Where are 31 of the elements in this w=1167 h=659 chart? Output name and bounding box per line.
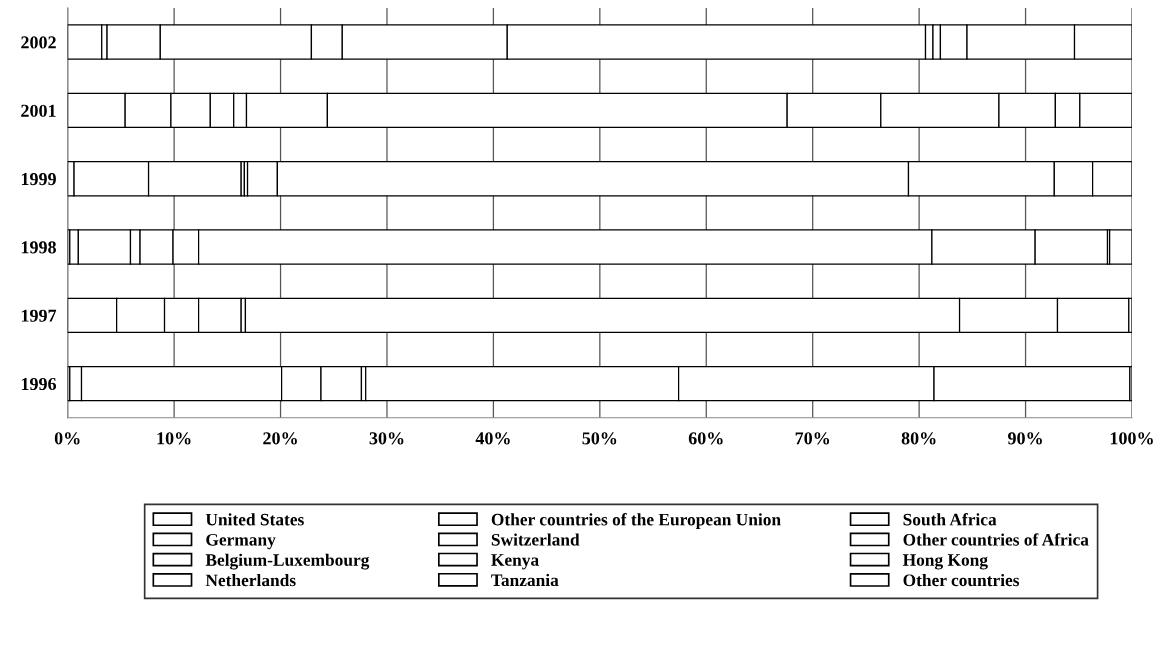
- x-tick-label: 80%: [901, 432, 936, 445]
- legend-label: Tanzania: [491, 573, 559, 587]
- y-tick-label: 2001: [21, 104, 56, 117]
- x-tick-label: 40%: [475, 432, 510, 445]
- legend-label: Other countries of the European Union: [491, 513, 781, 529]
- legend-label: South Africa: [903, 513, 997, 526]
- y-tick-label: 1996: [21, 377, 57, 391]
- legend-label: Switzerland: [491, 533, 580, 546]
- y-tick-label: 1998: [21, 241, 56, 254]
- legend-label: Other countries: [903, 573, 1020, 587]
- legend-label: United States: [205, 513, 304, 526]
- bar: [1109, 229, 1132, 265]
- x-tick-label: 10%: [157, 432, 191, 445]
- x-tick-label: 30%: [369, 432, 404, 445]
- legend-label: Germany: [206, 533, 276, 550]
- x-tick-label: 90%: [1008, 432, 1042, 445]
- y-tick-label: 1999: [21, 173, 56, 186]
- x-tick-label: 0%: [54, 432, 80, 445]
- legend-label: Hong Kong: [902, 554, 988, 570]
- legend-label: Netherlands: [205, 573, 296, 587]
- x-tick-label: 100%: [1110, 432, 1153, 445]
- legend-label: Other countries of Africa: [903, 533, 1089, 546]
- y-tick-label: 2002: [21, 36, 56, 49]
- x-tick-label: 60%: [688, 432, 723, 445]
- x-tick-label: 20%: [263, 432, 297, 445]
- legend-label: Kenya: [491, 554, 539, 570]
- x-tick-label: 50%: [582, 432, 617, 445]
- x-tick-label: 70%: [795, 432, 830, 445]
- y-tick-label: 1997: [21, 309, 57, 322]
- legend-label: Belgium-Luxembourg: [205, 553, 370, 570]
- bar: [67, 24, 103, 60]
